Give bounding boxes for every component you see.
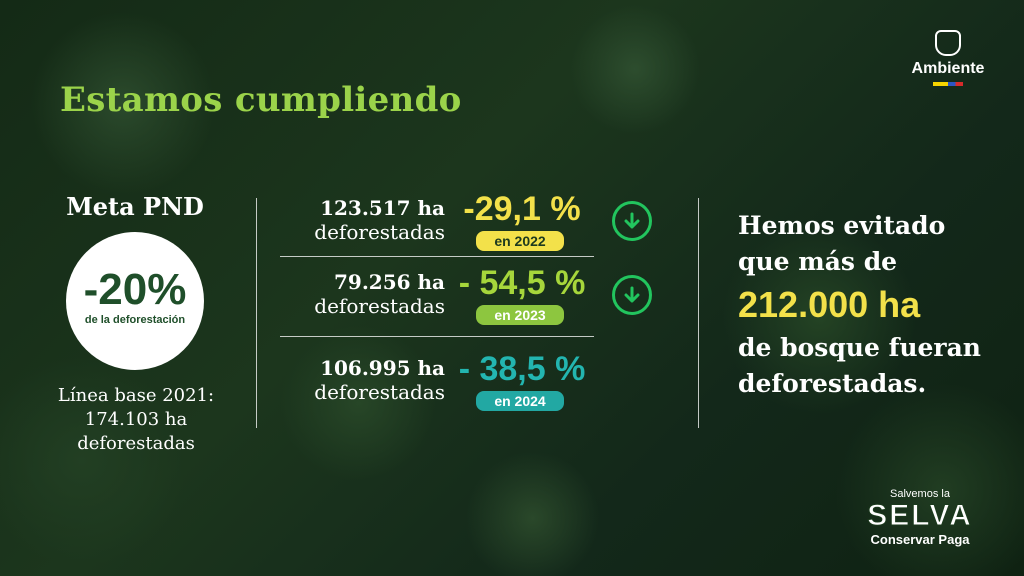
coat-of-arms-icon xyxy=(935,30,961,56)
campaign-tagline: Conservar Paga xyxy=(870,532,970,547)
impact-line: de bosque fueran xyxy=(738,333,981,362)
year-badge: en 2023 xyxy=(476,305,564,325)
impact-line: Hemos evitado xyxy=(738,211,946,240)
goal-subtitle: de la deforestación xyxy=(84,314,186,326)
page-title: Estamos cumpliendo xyxy=(60,80,462,120)
hectares-value: 79.256 ha xyxy=(333,270,445,294)
ministry-logo: Ambiente xyxy=(900,30,996,86)
baseline-line: 174.103 ha xyxy=(84,409,188,430)
row-2022: 123.517 ha deforestadas -29,1 % en 2022 xyxy=(280,190,652,260)
hectares-value: 123.517 ha xyxy=(320,196,445,220)
meta-title: Meta PND xyxy=(66,192,204,221)
deforested-label: deforestadas xyxy=(314,294,445,318)
baseline-line: Línea base 2021: xyxy=(57,385,215,406)
arrow-down-icon xyxy=(612,275,652,315)
row-2023: 79.256 ha deforestadas - 54,5 % en 2023 xyxy=(280,264,652,334)
goal-value: -20% xyxy=(83,265,187,314)
baseline-text: Línea base 2021: 174.103 ha deforestadas xyxy=(48,384,224,456)
impact-figure: 212.000 ha xyxy=(738,284,921,325)
row-2024: 106.995 ha deforestadas - 38,5 % en 2024 xyxy=(280,350,650,420)
baseline-line: deforestadas xyxy=(77,433,195,454)
deforested-label: deforestadas xyxy=(314,220,445,244)
divider-right xyxy=(698,198,699,428)
year-badge: en 2022 xyxy=(476,231,564,251)
row-separator xyxy=(280,256,594,257)
impact-line: deforestadas. xyxy=(738,369,927,398)
logo-text: Ambiente xyxy=(911,60,985,77)
divider-left xyxy=(256,198,257,428)
hectares-value: 106.995 ha xyxy=(320,356,445,380)
impact-statement: Hemos evitado que más de 212.000 ha de b… xyxy=(738,208,981,402)
percent-change: - 38,5 % xyxy=(458,350,586,388)
percent-change: - 54,5 % xyxy=(458,264,586,302)
flag-stripe xyxy=(933,82,963,86)
campaign-main: SELVA xyxy=(867,499,973,532)
percent-change: -29,1 % xyxy=(463,190,581,228)
campaign-top: Salvemos la xyxy=(890,488,950,500)
campaign-logo: Salvemos la SELVA Conservar Paga xyxy=(850,488,990,560)
arrow-down-icon xyxy=(612,201,652,241)
deforested-label: deforestadas xyxy=(314,380,445,404)
year-badge: en 2024 xyxy=(476,391,564,411)
row-separator xyxy=(280,336,594,337)
impact-line: que más de xyxy=(738,247,898,276)
goal-circle: -20% de la deforestación xyxy=(66,232,204,370)
